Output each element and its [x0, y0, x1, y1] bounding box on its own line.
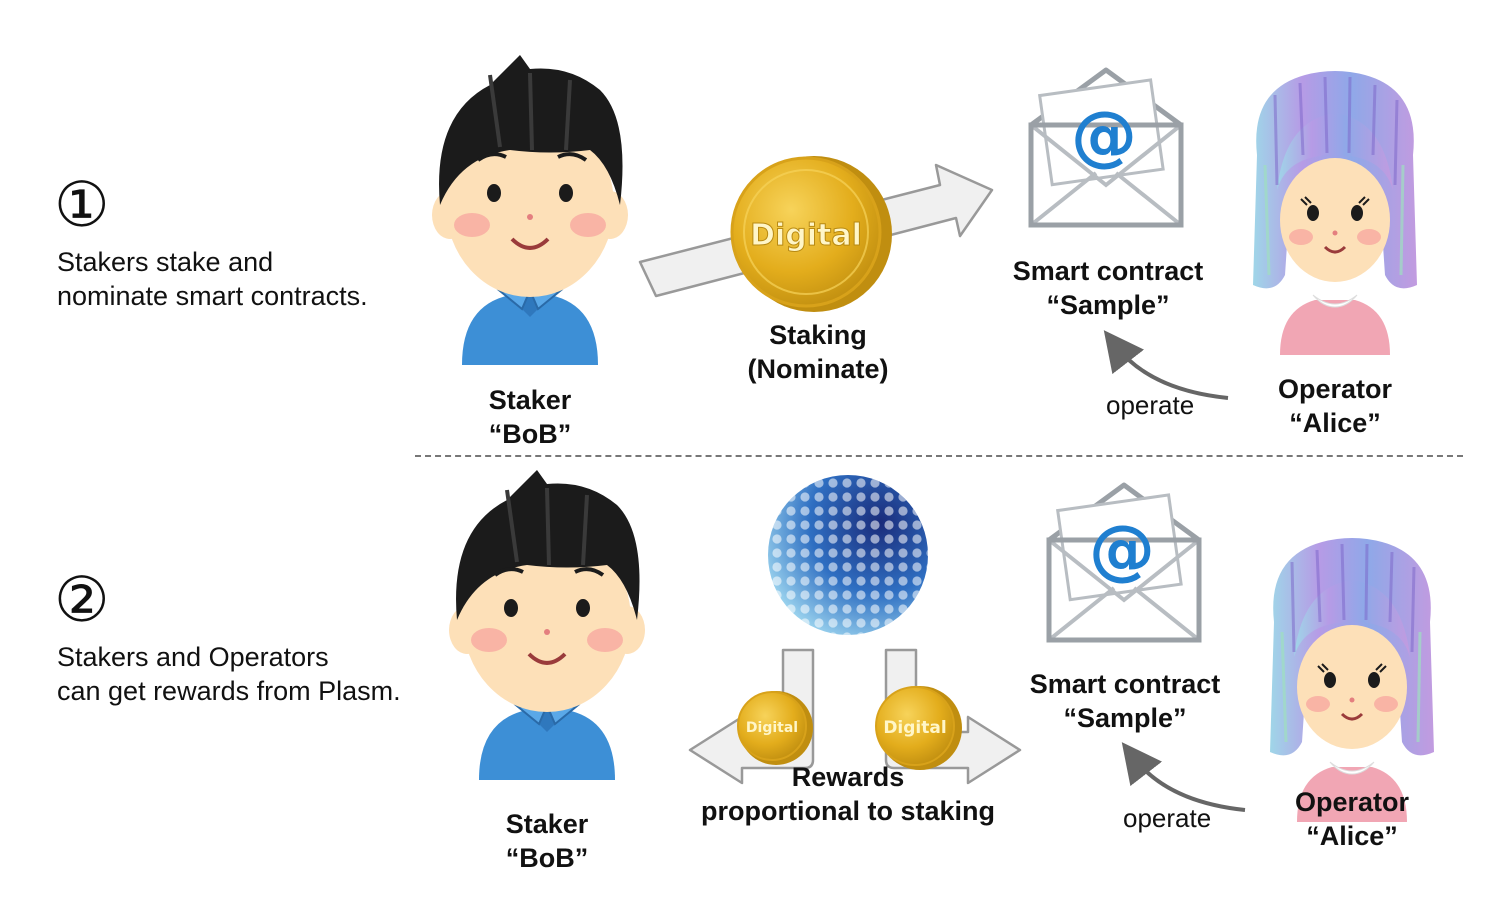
- smart-contract-label: Smart contract “Sample”: [988, 254, 1228, 322]
- staker-name: “BoB”: [430, 417, 630, 451]
- action-line: Staking: [718, 318, 918, 352]
- staking-label: Staking (Nominate): [718, 318, 918, 386]
- coin-icon: Digital: [732, 156, 892, 312]
- staker-role: Staker: [430, 383, 630, 417]
- operator-label: Operator “Alice”: [1252, 785, 1452, 853]
- operator-role: Operator: [1235, 372, 1435, 406]
- step-1-description: Stakers stake and nominate smart contrac…: [57, 245, 368, 313]
- step-2-description-line: Stakers and Operators: [57, 640, 401, 674]
- boy-staker-icon: [449, 470, 645, 780]
- boy-staker-icon: [432, 55, 628, 365]
- at-symbol-icon: @: [1071, 97, 1137, 174]
- step-1-description-line: Stakers stake and: [57, 245, 368, 279]
- section-divider: [415, 455, 1463, 457]
- staker-label: Staker “BoB”: [430, 383, 630, 451]
- girl-operator-icon: [1270, 538, 1434, 822]
- operate-label: operate: [1123, 803, 1211, 833]
- step-1-description-line: nominate smart contracts.: [57, 279, 368, 313]
- contract-name: “Sample”: [988, 288, 1228, 322]
- operator-name: “Alice”: [1235, 406, 1435, 440]
- rewards-label: Rewards proportional to staking: [688, 760, 1008, 828]
- step-2-description: Stakers and Operators can get rewards fr…: [57, 640, 401, 708]
- coin-label: Digital: [883, 718, 946, 738]
- coin-label: Digital: [746, 720, 798, 736]
- at-symbol-icon: @: [1089, 511, 1155, 588]
- girl-operator-icon: [1253, 71, 1417, 355]
- staker-role: Staker: [447, 807, 647, 841]
- contract-type: Smart contract: [1005, 667, 1245, 701]
- coin-label: Digital: [750, 218, 862, 253]
- operate-label: operate: [1106, 390, 1194, 420]
- action-line: proportional to staking: [688, 794, 1008, 828]
- action-line: Rewards: [688, 760, 1008, 794]
- contract-name: “Sample”: [1005, 701, 1245, 735]
- action-line: (Nominate): [718, 352, 918, 386]
- staker-label: Staker “BoB”: [447, 807, 647, 875]
- staker-name: “BoB”: [447, 841, 647, 875]
- contract-type: Smart contract: [988, 254, 1228, 288]
- step-2-number: ②: [54, 570, 110, 632]
- operator-label: Operator “Alice”: [1235, 372, 1435, 440]
- operator-role: Operator: [1252, 785, 1452, 819]
- step-1-number: ①: [54, 175, 110, 237]
- operator-name: “Alice”: [1252, 819, 1452, 853]
- step-2-description-line: can get rewards from Plasm.: [57, 674, 401, 708]
- smart-contract-label: Smart contract “Sample”: [1005, 667, 1245, 735]
- plasm-logo-icon: [768, 475, 928, 635]
